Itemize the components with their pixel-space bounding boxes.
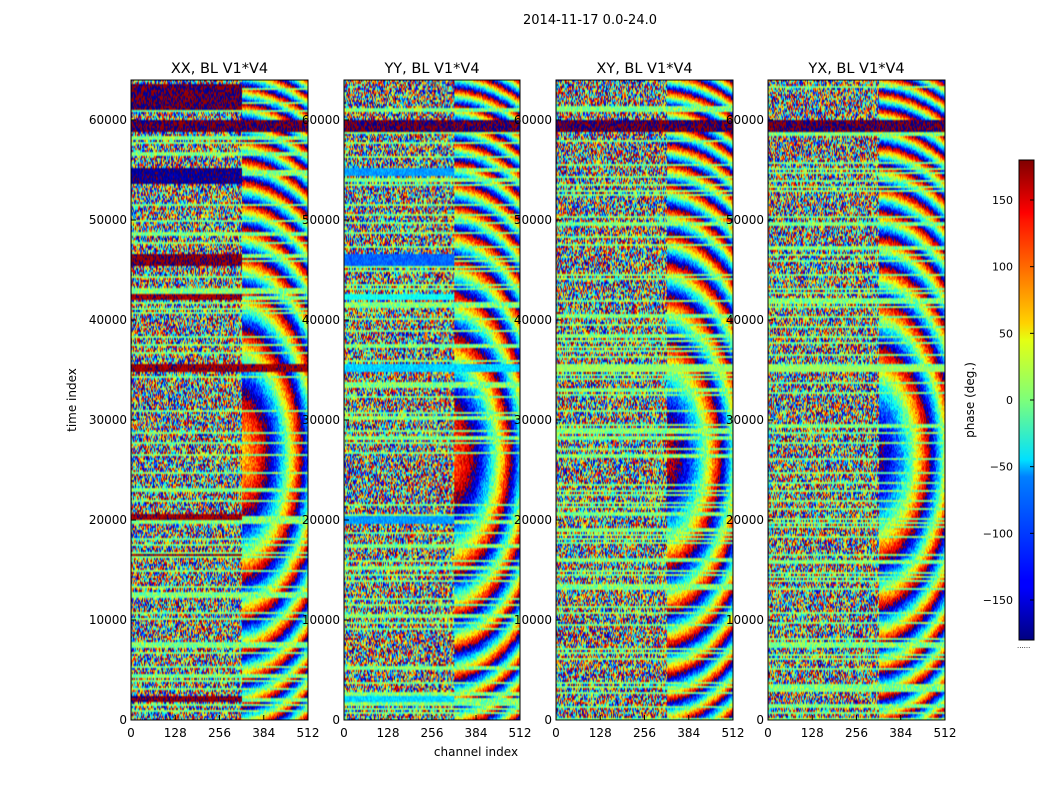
panel-yx: YX, BL V1*V4 0 128 256 384 512 0 10000 20000 300… bbox=[726, 61, 957, 740]
ticks-yy: 0 128 256 384 512 0 10000 20000 30000 40000 50000 6… bbox=[302, 113, 532, 740]
y-tick-label: 50000 bbox=[302, 213, 340, 227]
x-tick-label: 0 bbox=[127, 726, 135, 740]
panel-xx: XX, BL V1*V4 0 128 256 384 512 0 10000 20000 300… bbox=[89, 61, 320, 740]
colorbar-label: phase (deg.) bbox=[963, 362, 977, 438]
y-tick-label: 50000 bbox=[514, 213, 552, 227]
heatmap-image-yx bbox=[768, 80, 945, 720]
panel-title-xy: XY, BL V1*V4 bbox=[596, 61, 692, 77]
colorbar: 150 100 50 0 −50 −100 −150 phase (deg.) ...... bbox=[963, 159, 1035, 650]
y-tick-label: 30000 bbox=[302, 413, 340, 427]
y-tick-label: 30000 bbox=[514, 413, 552, 427]
panel-yy: YY, BL V1*V4 0 128 256 384 512 0 10000 20000 300… bbox=[302, 61, 532, 740]
x-tick-label: 128 bbox=[801, 726, 824, 740]
y-tick-label: 10000 bbox=[89, 613, 127, 627]
y-tick-label: 10000 bbox=[514, 613, 552, 627]
figure-suptitle: 2014-11-17 0.0-24.0 bbox=[523, 13, 657, 28]
x-tick-label: 128 bbox=[164, 726, 187, 740]
y-tick-label: 10000 bbox=[726, 613, 764, 627]
heatmap-image-xx bbox=[131, 80, 308, 720]
y-tick-label: 30000 bbox=[726, 413, 764, 427]
x-tick-label: 384 bbox=[889, 726, 912, 740]
y-tick-label: 50000 bbox=[89, 213, 127, 227]
x-tick-label: 256 bbox=[633, 726, 656, 740]
x-tick-label: 256 bbox=[208, 726, 231, 740]
x-axis-label: channel index bbox=[434, 745, 518, 759]
colorbar-tick-label: 50 bbox=[999, 327, 1013, 340]
x-tick-label: 0 bbox=[552, 726, 560, 740]
y-tick-label: 60000 bbox=[514, 113, 552, 127]
ticks-yx: 0 128 256 384 512 0 10000 20000 30000 40000 50000 6… bbox=[726, 113, 957, 740]
x-tick-label: 256 bbox=[421, 726, 444, 740]
x-tick-label: 512 bbox=[297, 726, 320, 740]
panel-title-xx: XX, BL V1*V4 bbox=[171, 61, 268, 77]
x-tick-label: 512 bbox=[509, 726, 532, 740]
colorbar-tick-label: 0 bbox=[1006, 394, 1013, 407]
y-tick-label: 40000 bbox=[302, 313, 340, 327]
colorbar-tick-label: −100 bbox=[983, 527, 1013, 540]
panel-xy: XY, BL V1*V4 0 128 256 384 512 0 10000 20000 300… bbox=[514, 61, 745, 740]
panel-title-yy: YY, BL V1*V4 bbox=[383, 61, 479, 77]
colorbar-tick-label: 100 bbox=[992, 261, 1013, 274]
x-tick-label: 384 bbox=[252, 726, 275, 740]
colorbar-tick-label: 150 bbox=[992, 194, 1013, 207]
y-tick-label: 0 bbox=[756, 713, 764, 727]
x-tick-label: 512 bbox=[722, 726, 745, 740]
x-tick-label: 128 bbox=[589, 726, 612, 740]
x-tick-label: 512 bbox=[934, 726, 957, 740]
y-tick-label: 40000 bbox=[514, 313, 552, 327]
ticks-xx: 0 128 256 384 512 0 10000 20000 30000 40000 50000 6… bbox=[89, 113, 320, 740]
x-tick-label: 0 bbox=[764, 726, 772, 740]
y-tick-label: 40000 bbox=[89, 313, 127, 327]
x-tick-label: 256 bbox=[845, 726, 868, 740]
y-tick-label: 20000 bbox=[89, 513, 127, 527]
y-tick-label: 20000 bbox=[514, 513, 552, 527]
y-tick-label: 60000 bbox=[302, 113, 340, 127]
x-tick-label: 128 bbox=[377, 726, 400, 740]
colorbar-ticks: 150 100 50 0 −50 −100 −150 bbox=[983, 194, 1034, 607]
ticks-xy: 0 128 256 384 512 0 10000 20000 30000 40000 50000 6… bbox=[514, 113, 745, 740]
y-tick-label: 60000 bbox=[89, 113, 127, 127]
x-tick-label: 384 bbox=[465, 726, 488, 740]
y-tick-label: 60000 bbox=[726, 113, 764, 127]
y-tick-label: 0 bbox=[332, 713, 340, 727]
x-tick-label: 384 bbox=[677, 726, 700, 740]
y-tick-label: 10000 bbox=[302, 613, 340, 627]
y-axis-label: time index bbox=[65, 368, 79, 432]
panel-title-yx: YX, BL V1*V4 bbox=[807, 61, 904, 77]
y-tick-label: 50000 bbox=[726, 213, 764, 227]
y-tick-label: 20000 bbox=[302, 513, 340, 527]
colorbar-footnote: ...... bbox=[1017, 642, 1030, 650]
heatmap-image-xy bbox=[556, 80, 733, 720]
y-tick-label: 20000 bbox=[726, 513, 764, 527]
colorbar-tick-label: −50 bbox=[990, 461, 1013, 474]
heatmap-image-yy bbox=[344, 80, 520, 720]
y-tick-label: 0 bbox=[544, 713, 552, 727]
y-tick-label: 0 bbox=[119, 713, 127, 727]
y-tick-label: 40000 bbox=[726, 313, 764, 327]
colorbar-tick-label: −150 bbox=[983, 594, 1013, 607]
y-tick-label: 30000 bbox=[89, 413, 127, 427]
x-tick-label: 0 bbox=[340, 726, 348, 740]
